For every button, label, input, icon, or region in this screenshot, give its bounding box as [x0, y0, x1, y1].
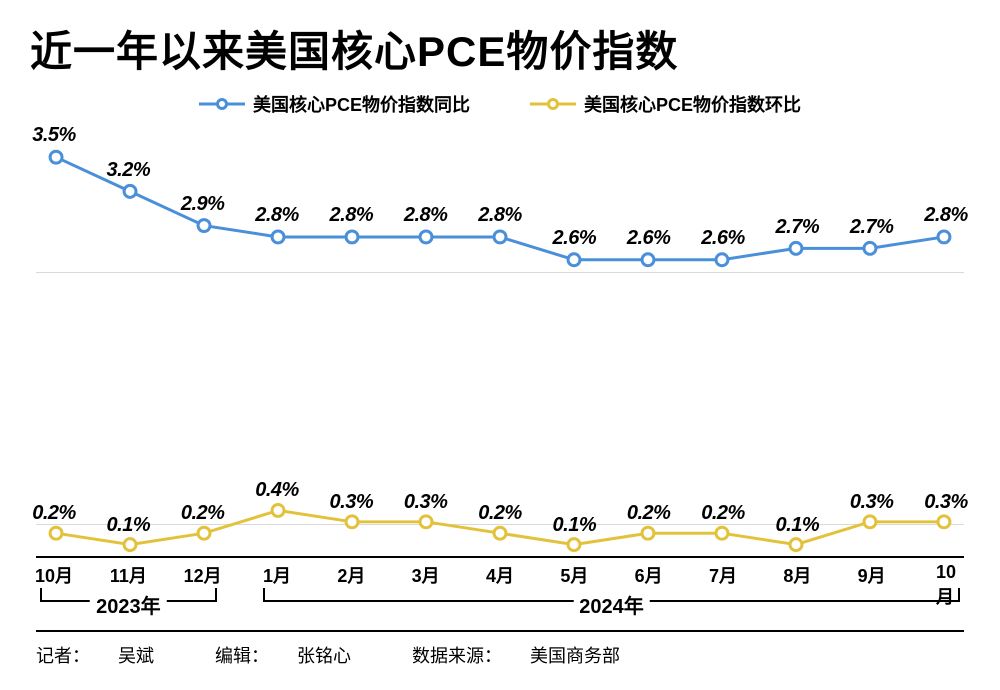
reporter-label: 记者：: [36, 646, 90, 666]
series-marker-mom: [864, 516, 876, 528]
data-label-yoy: 3.5%: [32, 124, 76, 147]
series-marker-yoy: [790, 242, 802, 254]
legend-swatch-yoy: [199, 96, 245, 112]
series-marker-yoy: [124, 185, 136, 197]
series-marker-mom: [568, 539, 580, 551]
x-axis-label: 1月: [263, 562, 291, 588]
data-label-yoy: 2.6%: [553, 227, 597, 250]
x-axis-label: 12月: [184, 562, 222, 588]
chart-title: 近一年以来美国核心PCE物价指数: [0, 0, 1000, 87]
x-axis-label: 4月: [486, 562, 514, 588]
series-marker-mom: [50, 527, 62, 539]
legend-item-yoy: 美国核心PCE物价指数同比: [199, 91, 470, 117]
data-label-mom: 0.1%: [776, 514, 820, 537]
editor-label: 编辑：: [215, 646, 269, 666]
data-label-mom: 0.1%: [553, 514, 597, 537]
data-label-mom: 0.2%: [478, 502, 522, 525]
series-marker-yoy: [50, 151, 62, 163]
footer-reporter: 记者： 吴斌: [36, 646, 187, 666]
series-marker-yoy: [642, 254, 654, 266]
x-axis-label: 3月: [412, 562, 440, 588]
series-marker-yoy: [864, 242, 876, 254]
series-marker-yoy: [346, 231, 358, 243]
year-brackets: 2023年2024年: [36, 588, 964, 622]
data-label-mom: 0.3%: [404, 491, 448, 514]
data-label-yoy: 2.6%: [627, 227, 671, 250]
footer: 记者： 吴斌 编辑： 张铭心 数据来源： 美国商务部: [36, 630, 964, 668]
series-marker-yoy: [272, 231, 284, 243]
chart-svg: [36, 123, 964, 556]
year-label: 2024年: [573, 590, 650, 619]
series-marker-mom: [716, 527, 728, 539]
data-label-yoy: 2.8%: [404, 204, 448, 227]
legend-label-mom: 美国核心PCE物价指数环比: [584, 91, 801, 117]
series-marker-mom: [124, 539, 136, 551]
x-axis-labels: 10月11月12月1月2月3月4月5月6月7月8月9月10月: [36, 558, 964, 588]
legend-swatch-mom: [530, 96, 576, 112]
series-marker-yoy: [716, 254, 728, 266]
series-marker-mom: [346, 516, 358, 528]
data-label-yoy: 2.7%: [776, 216, 820, 239]
series-marker-yoy: [420, 231, 432, 243]
year-group: 2024年: [36, 588, 964, 622]
footer-source: 数据来源： 美国商务部: [412, 646, 648, 666]
series-marker-mom: [272, 504, 284, 516]
x-axis-label: 2月: [337, 562, 365, 588]
data-label-mom: 0.4%: [255, 479, 299, 502]
editor-value: 张铭心: [297, 646, 351, 666]
data-label-mom: 0.1%: [107, 514, 151, 537]
x-axis-label: 8月: [783, 562, 811, 588]
data-label-mom: 0.2%: [701, 502, 745, 525]
series-marker-mom: [420, 516, 432, 528]
x-axis-label: 10月: [35, 562, 73, 588]
data-label-yoy: 2.8%: [255, 204, 299, 227]
series-marker-mom: [642, 527, 654, 539]
x-axis-label: 6月: [635, 562, 663, 588]
reporter-value: 吴斌: [118, 646, 154, 666]
data-label-yoy: 2.6%: [701, 227, 745, 250]
x-axis-label: 9月: [858, 562, 886, 588]
legend-label-yoy: 美国核心PCE物价指数同比: [253, 91, 470, 117]
data-label-mom: 0.3%: [924, 491, 968, 514]
data-label-mom: 0.2%: [627, 502, 671, 525]
series-marker-yoy: [938, 231, 950, 243]
series-marker-yoy: [494, 231, 506, 243]
source-value: 美国商务部: [530, 646, 620, 666]
data-label-yoy: 3.2%: [107, 159, 151, 182]
series-marker-mom: [494, 527, 506, 539]
series-marker-yoy: [568, 254, 580, 266]
data-label-yoy: 2.8%: [924, 204, 968, 227]
chart-area: 3.5%3.2%2.9%2.8%2.8%2.8%2.8%2.6%2.6%2.6%…: [36, 123, 964, 558]
data-label-yoy: 2.7%: [850, 216, 894, 239]
data-label-yoy: 2.9%: [181, 193, 225, 216]
x-axis-label: 11月: [110, 562, 147, 588]
data-label-mom: 0.3%: [850, 491, 894, 514]
series-marker-mom: [790, 539, 802, 551]
data-label-mom: 0.2%: [32, 502, 76, 525]
series-marker-mom: [198, 527, 210, 539]
legend: 美国核心PCE物价指数同比 美国核心PCE物价指数环比: [0, 87, 1000, 123]
x-axis-label: 7月: [709, 562, 737, 588]
legend-item-mom: 美国核心PCE物价指数环比: [530, 91, 801, 117]
x-axis-label: 5月: [560, 562, 588, 588]
series-marker-mom: [938, 516, 950, 528]
data-label-mom: 0.3%: [330, 491, 374, 514]
footer-editor: 编辑： 张铭心: [215, 646, 384, 666]
source-label: 数据来源：: [412, 646, 502, 666]
data-label-yoy: 2.8%: [478, 204, 522, 227]
data-label-yoy: 2.8%: [330, 204, 374, 227]
data-label-mom: 0.2%: [181, 502, 225, 525]
series-marker-yoy: [198, 220, 210, 232]
